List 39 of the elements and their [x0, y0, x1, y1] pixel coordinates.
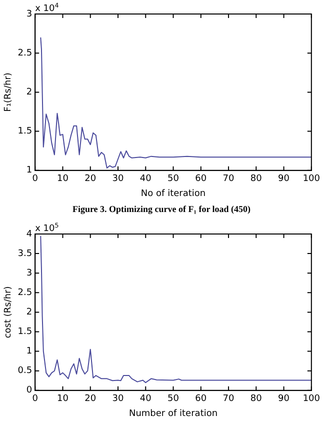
x-tick-label: 20	[84, 394, 96, 404]
x-tick-label: 60	[195, 394, 207, 404]
y-tick-label: 2	[26, 308, 32, 318]
x-tick-label: 20	[84, 174, 96, 184]
x-tick-label: 30	[112, 174, 124, 184]
x-tick-label: 40	[140, 174, 152, 184]
x-tick-label: 80	[250, 394, 262, 404]
x-tick-label: 10	[57, 394, 69, 404]
x-tick-label: 90	[278, 174, 290, 184]
x-tick-label: 50	[168, 174, 180, 184]
x-tick-label: 40	[140, 394, 152, 404]
y-tick-label: 3	[26, 9, 32, 20]
y-tick-label: 3	[26, 268, 32, 278]
x-tick-label: 70	[222, 174, 235, 184]
y-tick-label: 3.5	[18, 248, 32, 259]
y-tick-label: 1	[26, 346, 32, 357]
y-axis-title: F₁(Rs/hr)	[4, 72, 14, 112]
y-tick-label: 2	[26, 88, 32, 98]
y-tick-label: 2.5	[18, 48, 32, 58]
x-tick-label: 100	[302, 394, 320, 404]
x-tick-label: 10	[57, 174, 69, 184]
x-axis-title: Number of iteration	[128, 408, 218, 419]
x-tick-label: 90	[278, 394, 290, 404]
x-tick-label: 80	[250, 174, 262, 184]
y-tick-label: 4	[26, 229, 32, 240]
y-tick-label: 0	[26, 386, 32, 396]
y-tick-label: 2.5	[18, 288, 32, 298]
caption: Figure 3. Optimizing curve of F₁ for load (450)	[71, 204, 252, 214]
y-tick-label: 1.5	[18, 126, 32, 137]
y-axis-title: cost (Rs/hr)	[4, 286, 14, 338]
x-tick-label: 60	[195, 174, 207, 184]
x-tick-label: 30	[112, 394, 124, 404]
x-tick-label: 50	[168, 394, 180, 404]
y-tick-label: 1.5	[18, 327, 32, 338]
y-tick-label: 0.5	[18, 366, 32, 376]
x-axis-title: No of iteration	[140, 188, 206, 199]
y-tick-label: 1	[26, 166, 32, 176]
x-tick-label: 100	[302, 174, 320, 184]
x-tick-label: 70	[222, 394, 235, 404]
